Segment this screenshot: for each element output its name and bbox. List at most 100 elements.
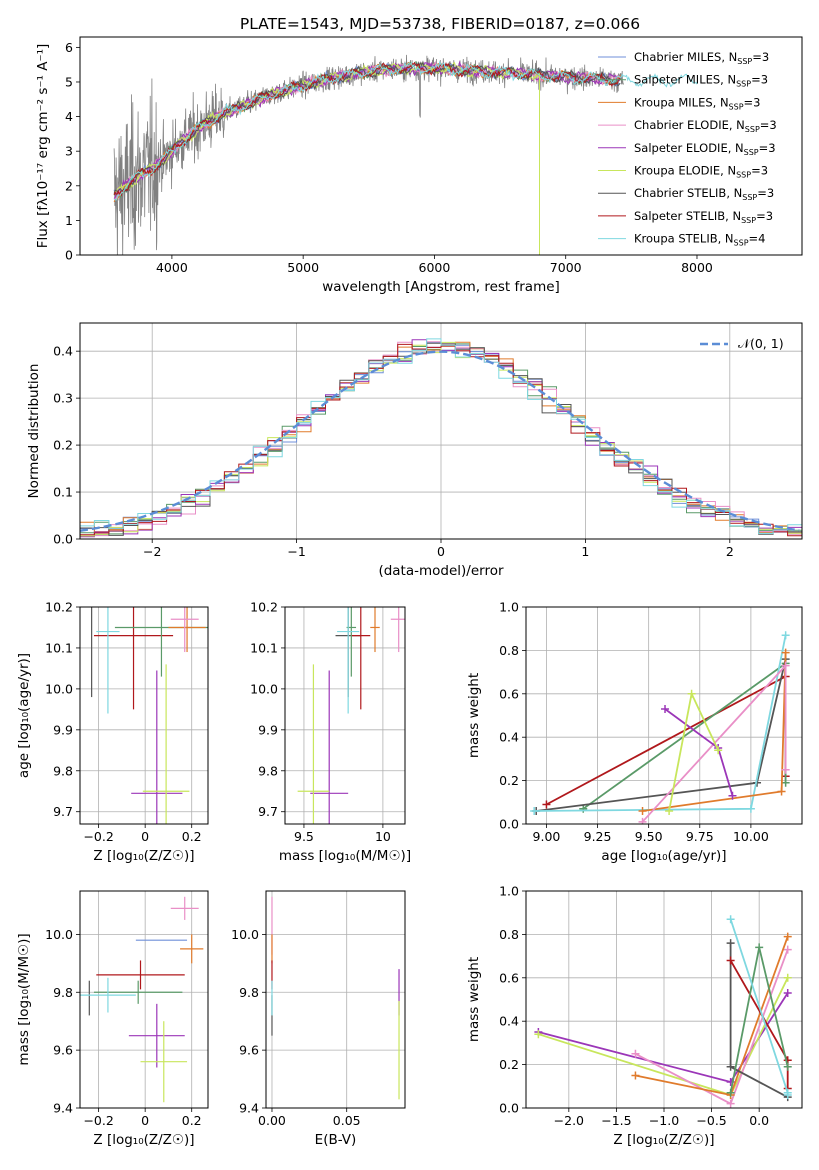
errorbar-point — [96, 607, 120, 714]
x-tick-label: 4000 — [156, 260, 188, 275]
y-tick-label: 9.8 — [53, 763, 73, 778]
weight-marker — [542, 800, 551, 809]
x-tick-label: −2.0 — [554, 1113, 584, 1128]
axes-frame — [525, 606, 803, 825]
legend-label: Chabrier ELODIE, NSSP=3 — [634, 118, 777, 134]
errorbar-point — [131, 670, 183, 824]
y-tick-label: 6 — [65, 40, 73, 55]
axes-frame — [284, 606, 406, 825]
axes-mass-vs-age: 9.5 10 9.7 9.8 9.9 10.0 10.1 10.2 mass [log₁₀(M/… — [250, 600, 411, 865]
y-tick-label: 0.2 — [53, 438, 73, 453]
weight-marker — [687, 689, 696, 698]
y-tick-label: 4 — [65, 109, 73, 124]
x-axis-label: Z [log₁₀(Z/Z☉)] — [93, 848, 194, 864]
y-tick-label: 9.8 — [258, 763, 278, 778]
weight-marker — [726, 956, 735, 965]
data-spectrum-line — [113, 54, 624, 255]
axes-frame — [79, 606, 209, 825]
weight-marker — [665, 806, 674, 815]
plot-area — [266, 891, 405, 1108]
errorbar-point — [351, 607, 371, 710]
x-tick-label: 6000 — [419, 260, 451, 275]
errorbar-point — [140, 1021, 188, 1103]
weight-marker — [728, 791, 737, 800]
y-tick-label: 0.1 — [53, 485, 73, 500]
legend-label: Kroupa ELODIE, NSSP=3 — [634, 164, 768, 180]
y-tick-label: 0.0 — [499, 817, 519, 832]
legend-label: Salpeter MILES, NSSP=3 — [634, 73, 768, 89]
y-axis-label: Flux [fλ10⁻¹⁷ erg cm⁻² s⁻¹ A⁻¹] — [35, 44, 51, 249]
weight-marker — [638, 806, 647, 815]
axes-residual-distribution: −2 −1 0 1 2 0.0 0.1 0.2 0.3 0.4 (data-model)/error… — [26, 322, 803, 579]
weight-marker — [726, 1062, 735, 1071]
y-tick-label: 9.4 — [239, 1101, 259, 1116]
y-tick-label: 1.0 — [499, 600, 519, 615]
y-tick-label: 9.7 — [258, 804, 278, 819]
x-axis-label: mass [log₁₀(M/M☉)] — [279, 848, 411, 864]
weight-marker — [783, 988, 792, 997]
x-tick-label: 0.0 — [749, 1113, 769, 1128]
x-axis-label: Z [log₁₀(Z/Z☉)] — [613, 1132, 714, 1148]
y-tick-label: 10.1 — [45, 640, 73, 655]
errorbar-point — [370, 607, 380, 653]
x-tick-label: 7000 — [550, 260, 582, 275]
x-tick-label: 0 — [437, 544, 445, 559]
weight-marker — [783, 973, 792, 982]
weight-marker — [530, 806, 539, 815]
y-tick-label: 5 — [65, 74, 73, 89]
x-tick-label: 8000 — [681, 260, 713, 275]
y-tick-label: 10.2 — [250, 600, 278, 615]
y-tick-label: 0.2 — [499, 773, 519, 788]
weight-marker — [714, 746, 723, 755]
weight-marker — [781, 661, 790, 670]
y-tick-label: 0.4 — [499, 730, 519, 745]
errorbar-point — [128, 1003, 185, 1068]
plot-area — [526, 891, 802, 1108]
weight-marker — [579, 804, 588, 813]
x-axis-label: wavelength [Angstrom, rest frame] — [322, 279, 560, 295]
x-tick-label: 1 — [581, 544, 589, 559]
plot-area — [80, 323, 802, 539]
y-tick-label: 9.9 — [53, 722, 73, 737]
x-tick-label: 10 — [375, 829, 391, 844]
errorbar-point — [142, 664, 190, 824]
normal-curve — [80, 350, 800, 532]
weight-marker — [783, 945, 792, 954]
residual-legend: 𝒩(0, 1) — [700, 336, 784, 351]
y-tick-label: 0.6 — [499, 970, 519, 985]
errorbar-point — [180, 934, 204, 964]
axes-Z-vs-mass: −0.2 0 0.2 9.4 9.6 9.8 10.0 Z [log₁₀(Z/Z☉)] mass… — [16, 890, 209, 1148]
y-tick-label: 9.7 — [53, 804, 73, 819]
x-axis-label: (data-model)/error — [378, 563, 504, 579]
y-tick-label: 0.4 — [499, 1014, 519, 1029]
errorbar-point — [93, 607, 174, 710]
y-tick-label: 10.1 — [250, 640, 278, 655]
y-tick-label: 3 — [65, 144, 73, 159]
x-tick-label: 0.2 — [182, 829, 202, 844]
y-tick-label: 0.3 — [53, 391, 73, 406]
errorbar-point — [310, 670, 349, 824]
weight-marker — [783, 932, 792, 941]
weight-marker — [781, 765, 790, 774]
x-tick-label: 0.05 — [333, 1113, 361, 1128]
legend-label: Chabrier MILES, NSSP=3 — [634, 50, 769, 66]
errorbar-point — [96, 960, 185, 990]
x-tick-label: 0 — [141, 1113, 149, 1128]
y-tick-label: 0.4 — [53, 344, 73, 359]
model-line-kroupa-stelib — [113, 60, 698, 201]
errorbar-point — [337, 607, 360, 714]
y-tick-label: 2 — [65, 178, 73, 193]
x-tick-label: −1 — [287, 544, 305, 559]
x-tick-label: 9.5 — [294, 829, 314, 844]
y-tick-label: 10.0 — [45, 927, 73, 942]
x-tick-label: 9.25 — [584, 829, 612, 844]
x-tick-label: −0.2 — [83, 829, 113, 844]
errorbar-point — [93, 980, 183, 1004]
weight-marker — [726, 1099, 735, 1108]
plot-area — [113, 54, 698, 255]
y-tick-label: 9.6 — [239, 1043, 259, 1058]
legend-label: Salpeter STELIB, NSSP=3 — [634, 209, 773, 225]
axes-spectrum: 4000 5000 6000 7000 8000 0 1 2 3 4 5 6 wavelength [A… — [35, 36, 803, 295]
x-tick-label: 0 — [141, 829, 149, 844]
